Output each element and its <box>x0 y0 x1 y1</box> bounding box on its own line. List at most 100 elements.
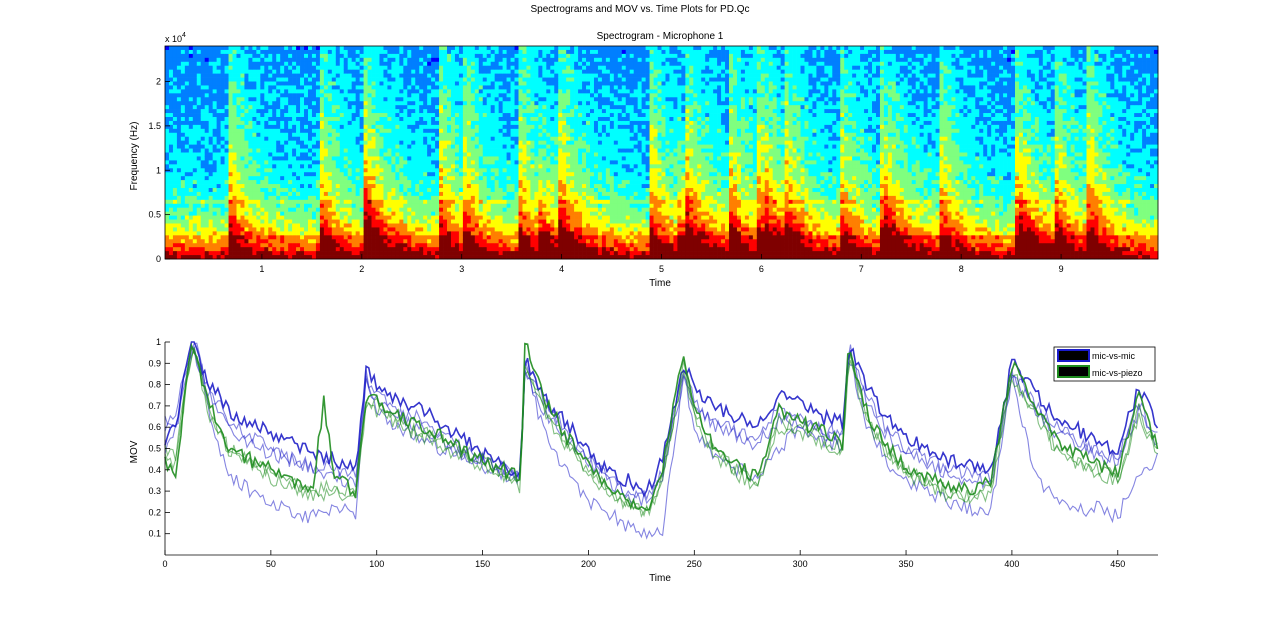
spectrogram-cell <box>506 191 511 197</box>
spectrogram-cell <box>431 215 436 220</box>
spectrogram-cell <box>443 113 448 118</box>
spectrogram-cell <box>264 109 269 114</box>
spectrogram-cell <box>371 184 376 189</box>
spectrogram-cell <box>228 219 233 224</box>
spectrogram-cell <box>347 46 353 51</box>
spectrogram-cell <box>292 227 297 232</box>
spectrogram-cell <box>387 101 392 106</box>
spectrogram-cell <box>450 184 456 189</box>
spectrogram-cell <box>280 215 285 220</box>
spectrogram-cell <box>264 180 269 185</box>
spectrogram-cell <box>411 93 416 98</box>
spectrogram-cell <box>498 239 503 244</box>
spectrogram-cell <box>276 223 281 228</box>
spectrogram-cell <box>284 180 289 185</box>
spectrogram-cell <box>526 109 531 114</box>
spectrogram-cell <box>220 57 225 63</box>
spectrogram-cell <box>482 207 488 213</box>
spectrogram-cell <box>268 176 273 181</box>
spectrogram-cell <box>518 223 523 228</box>
spectrogram-cell <box>208 105 214 110</box>
spectrogram-cell <box>200 195 206 201</box>
spectrogram-cell <box>498 140 503 145</box>
spectrogram-cell <box>307 69 313 74</box>
spectrogram-cell <box>323 219 329 224</box>
spectrogram-cell <box>474 148 480 153</box>
spectrogram-cell <box>435 203 440 209</box>
spectrogram-cell <box>216 148 221 153</box>
spectrogram-cell <box>284 243 289 248</box>
spectrogram-cell <box>232 223 237 228</box>
spectrogram-cell <box>427 203 432 209</box>
spectrogram-cell <box>315 239 321 244</box>
spectrogram-cell <box>351 156 356 161</box>
spectrogram-cell <box>399 97 404 102</box>
spectrogram-cell <box>176 219 182 224</box>
spectrogram-cell <box>192 73 198 78</box>
spectrogram-cell <box>407 219 412 224</box>
spectrogram-cell <box>296 109 301 114</box>
spectrogram-cell <box>256 199 261 205</box>
spectrogram-cell <box>165 211 170 216</box>
spectrogram-cell <box>319 93 325 98</box>
spectrogram-cell <box>240 184 245 189</box>
spectrogram-cell <box>311 199 317 205</box>
spectrogram-cell <box>204 124 210 130</box>
spectrogram-cell <box>526 176 531 181</box>
spectrogram-cell <box>188 113 194 118</box>
spectrogram-cell <box>236 148 241 153</box>
spectrogram-cell <box>458 85 464 90</box>
spectrogram-cell <box>236 255 241 260</box>
spectrogram-cell <box>264 124 269 130</box>
spectrogram-cell <box>216 199 221 205</box>
spectrogram-cell <box>447 109 452 114</box>
spectrogram-cell <box>204 128 210 134</box>
spectrogram-cell <box>288 168 293 173</box>
spectrogram-cell <box>300 136 305 142</box>
spectrogram-cell <box>176 152 182 157</box>
spectrogram-cell <box>208 148 214 153</box>
spectrogram-cell <box>268 188 273 193</box>
spectrogram-cell <box>264 46 269 51</box>
spectrogram-cell <box>439 223 444 228</box>
spectrogram-cell <box>335 49 341 55</box>
spectrogram-cell <box>292 207 297 213</box>
spectrogram-cell <box>319 188 325 193</box>
spectrogram-cell <box>447 180 452 185</box>
spectrogram-cell <box>224 231 229 236</box>
spectrogram-cell <box>272 211 277 216</box>
spectrogram-cell <box>391 136 396 142</box>
spectrogram-cell <box>184 93 190 98</box>
spectrogram-cell <box>351 219 356 224</box>
spectrogram-cell <box>494 65 499 71</box>
spectrogram-cell <box>478 85 484 90</box>
spectrogram-cell <box>228 117 233 122</box>
spectrogram-cell <box>470 219 476 224</box>
spectrogram-cell <box>260 49 265 55</box>
spectrogram-cell <box>399 243 404 248</box>
spectrogram-cell <box>466 93 472 98</box>
spectrogram-cell <box>355 195 360 201</box>
spectrogram-cell <box>236 136 241 142</box>
spectrogram-cell <box>192 69 198 74</box>
spectrogram-cell <box>498 176 503 181</box>
spectrogram-cell <box>212 207 217 213</box>
spectrogram-cell <box>280 160 285 165</box>
spectrogram-cell <box>363 144 368 149</box>
spectrogram-cell <box>216 109 221 114</box>
spectrogram-cell <box>331 85 337 90</box>
spectrogram-cell <box>351 89 356 94</box>
spectrogram-cell <box>300 49 305 55</box>
spectrogram-cell <box>478 57 484 63</box>
spectrogram-cell <box>474 191 480 197</box>
spectrogram-cell <box>244 85 249 90</box>
spectrogram-cell <box>530 144 535 149</box>
spectrogram-cell <box>470 109 476 114</box>
spectrogram-cell <box>268 124 273 130</box>
spectrogram-cell <box>248 148 253 153</box>
spectrogram-cell <box>276 235 281 240</box>
spectrogram-cell <box>439 152 444 157</box>
spectrogram-cell <box>407 164 412 169</box>
spectrogram-cell <box>264 105 269 110</box>
spectrogram-cell <box>478 49 484 55</box>
